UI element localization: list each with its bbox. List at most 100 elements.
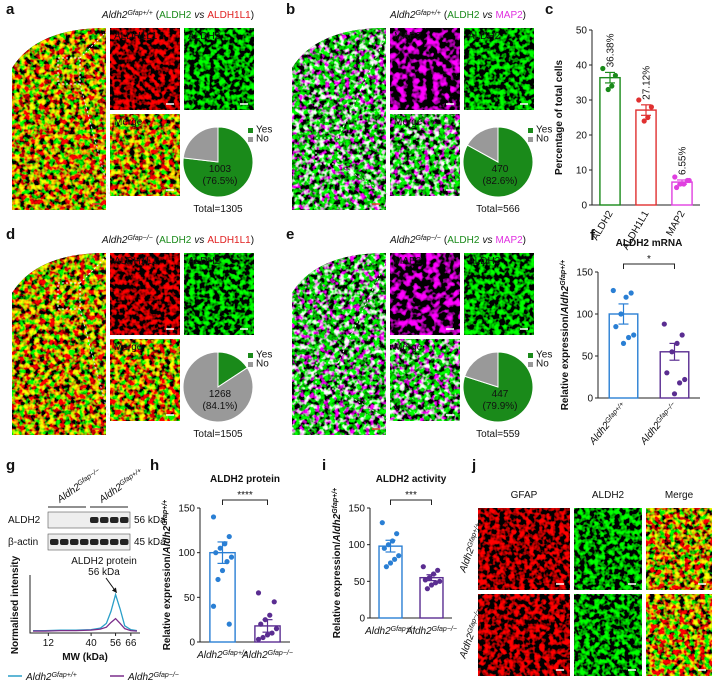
y-tick-label: 0 (581, 201, 587, 212)
annotation: ALDH2 protein (71, 556, 137, 567)
blot-band (70, 539, 79, 545)
legend-label: Yes (256, 350, 272, 361)
data-point (396, 553, 402, 559)
data-point (219, 567, 226, 574)
tile-label: Merge (114, 117, 143, 128)
data-point (424, 586, 430, 592)
text-part: MAP2 (495, 10, 523, 21)
micrograph-signal (110, 253, 180, 335)
micrograph (390, 114, 460, 196)
text-part: Aldh2 (162, 525, 173, 554)
data-point (636, 97, 642, 103)
data-point (631, 332, 637, 338)
zoom-line (79, 252, 111, 284)
tile-label: Merge (394, 117, 423, 128)
legend-label: No (536, 359, 549, 370)
data-point (626, 334, 632, 341)
data-point (379, 520, 385, 526)
legend-swatch (528, 137, 533, 142)
text-part: Aldh2 (101, 10, 128, 21)
y-tick-label: 50 (582, 352, 594, 363)
blot-row-name: ALDH2 (8, 515, 41, 526)
y-tick-label: 50 (354, 577, 366, 588)
line-series (33, 617, 137, 632)
text-part: vs (194, 10, 204, 21)
legend-label: Aldh2Gfap−/− (127, 672, 179, 684)
micrograph-signal (292, 28, 386, 210)
y-axis-label: Relative expression/Aldh2Gfap+/+ (332, 488, 344, 639)
x-tick-label: 40 (86, 638, 98, 649)
data-point (255, 636, 262, 642)
blot-band (110, 539, 119, 545)
chart-title: ALDH2 mRNA (616, 238, 683, 249)
data-point (430, 571, 437, 577)
panel-letter: c (545, 1, 553, 18)
data-point (381, 545, 387, 551)
x-tick-label: Aldh2Gfap−/− (405, 626, 457, 638)
y-tick-label: 10 (576, 166, 588, 177)
data-point (679, 332, 685, 338)
axis (29, 575, 140, 634)
tile-label: MAP2 (394, 31, 422, 42)
micrograph-signal (464, 28, 534, 110)
text-part: ALDH1L1 (207, 235, 251, 246)
legend-label: No (256, 134, 269, 145)
blot-strip (47, 511, 131, 529)
genotype: Gfap−/− (154, 672, 179, 679)
text-part: ALDH1L1 (207, 10, 251, 21)
bar (209, 551, 236, 643)
micrograph-signal (12, 253, 106, 435)
y-tick-label: 20 (576, 131, 588, 142)
x-tick-label: MAP2 (664, 209, 687, 238)
gene-name: Aldh2 (457, 546, 477, 575)
text-part: ALDH2 (447, 235, 480, 246)
tile-label: ALDH2 (188, 31, 221, 42)
data-point (269, 630, 275, 636)
tile-label: ALDH1L1 (114, 31, 158, 42)
micrograph-signal (390, 28, 460, 110)
micrograph-signal (390, 114, 460, 196)
column-label: Merge (665, 490, 694, 501)
micrograph-signal (12, 28, 106, 210)
data-point (628, 290, 634, 296)
annotation: 56 kDa (88, 567, 120, 578)
data-point (426, 575, 433, 581)
genotype: Gfap+/+ (118, 467, 143, 487)
zoom-line (79, 83, 111, 197)
y-tick-label: 50 (576, 26, 588, 37)
x-tick-label: Aldh2Gfap+/+ (587, 401, 629, 448)
blot-band (60, 539, 69, 545)
micrograph-signal (390, 253, 460, 335)
x-tick-label: 66 (125, 638, 137, 649)
text-part: Gfap+/+ (162, 500, 169, 526)
bar (635, 109, 657, 206)
data-point (645, 114, 651, 121)
micrograph (390, 339, 460, 421)
y-tick-label: 0 (189, 638, 195, 649)
text-part: Relative expression/ (332, 541, 343, 638)
y-tick-label: 150 (348, 504, 365, 515)
annotation-arrow (105, 577, 117, 594)
data-point (600, 65, 606, 72)
legend-swatch (248, 362, 253, 367)
panel-letter: f (590, 227, 596, 244)
data-point (618, 311, 624, 317)
x-tick-label: Aldh2Gfap+/+ (364, 626, 416, 638)
micrograph (390, 253, 460, 335)
legend-label: Yes (536, 125, 552, 136)
micrograph (12, 253, 106, 435)
panel-letter: g (6, 457, 15, 474)
data-point (686, 177, 692, 184)
text-part: ( (156, 235, 160, 246)
legend-label: Aldh2Gfap+/+ (25, 672, 77, 684)
pie-slice (182, 126, 254, 198)
panel-letter: b (286, 1, 295, 18)
micrograph (464, 253, 534, 335)
blot-size: 56 kDa (134, 515, 166, 526)
text-part: Relative expression/ (162, 553, 173, 650)
legend-swatch (248, 137, 253, 142)
data-point (389, 538, 396, 544)
significance-label: *** (405, 490, 417, 501)
micrograph (110, 339, 180, 421)
pie-slice (462, 351, 534, 423)
